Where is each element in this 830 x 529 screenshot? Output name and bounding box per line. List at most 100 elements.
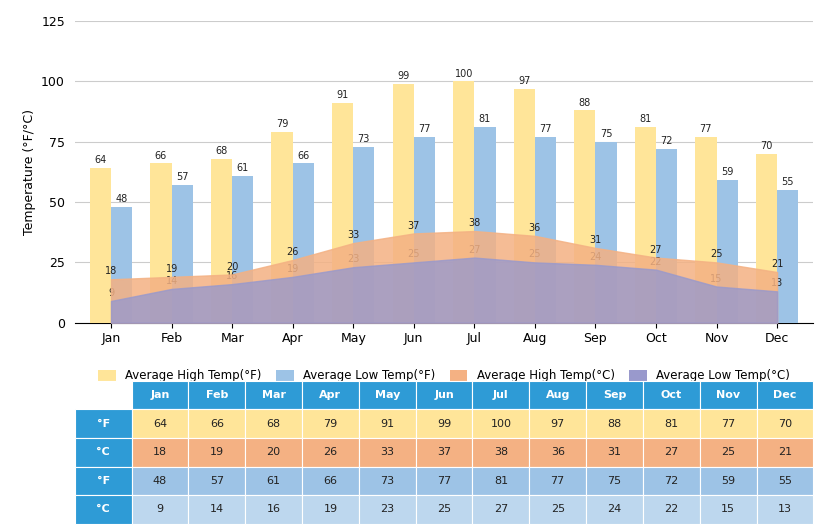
Bar (111, 207, 132, 323)
Text: 97: 97 (550, 419, 565, 428)
Text: 13: 13 (771, 278, 784, 288)
Bar (757, 409, 813, 438)
Bar (530, 467, 586, 495)
Bar (188, 409, 245, 438)
Text: 77: 77 (550, 476, 565, 486)
Legend: Average High Temp(°F), Average Low Temp(°F), Average High Temp(°C), Average Low : Average High Temp(°F), Average Low Temp(… (94, 365, 794, 387)
Bar (700, 409, 757, 438)
Text: 31: 31 (608, 448, 622, 457)
Bar (245, 438, 302, 467)
Bar (643, 409, 700, 438)
Text: 9: 9 (108, 288, 114, 298)
Bar (472, 438, 530, 467)
Text: 25: 25 (721, 448, 735, 457)
Text: 18: 18 (105, 267, 117, 276)
Text: 99: 99 (437, 419, 452, 428)
Text: 19: 19 (286, 264, 299, 274)
Text: 77: 77 (700, 124, 712, 134)
Bar (586, 495, 643, 524)
Bar (700, 467, 757, 495)
Y-axis label: Temperature (°F/°C): Temperature (°F/°C) (22, 109, 36, 235)
Bar (696, 137, 716, 323)
Text: 38: 38 (468, 218, 481, 228)
Bar (75, 467, 131, 495)
Text: 79: 79 (276, 119, 288, 129)
Text: 57: 57 (176, 172, 188, 183)
Text: 16: 16 (266, 505, 281, 514)
Bar (416, 467, 472, 495)
Bar (716, 180, 738, 323)
Bar (302, 438, 359, 467)
Text: 81: 81 (479, 114, 491, 124)
Text: 37: 37 (408, 221, 420, 231)
Text: 61: 61 (266, 476, 281, 486)
Bar (232, 176, 253, 323)
Text: 21: 21 (778, 448, 792, 457)
Bar (574, 111, 595, 323)
Text: 22: 22 (650, 257, 662, 267)
Bar (302, 409, 359, 438)
Text: 59: 59 (721, 476, 735, 486)
Text: 19: 19 (324, 505, 338, 514)
Bar (586, 467, 643, 495)
Bar (530, 495, 586, 524)
Text: 22: 22 (664, 505, 678, 514)
Bar (472, 495, 530, 524)
Text: 75: 75 (608, 476, 622, 486)
Text: 20: 20 (226, 261, 238, 271)
Bar (643, 495, 700, 524)
Bar (472, 467, 530, 495)
Text: °F: °F (96, 476, 110, 486)
Text: 77: 77 (540, 124, 552, 134)
Bar (393, 84, 414, 323)
Text: 64: 64 (153, 419, 167, 428)
Text: 97: 97 (518, 76, 530, 86)
Bar (90, 168, 111, 323)
Bar (302, 381, 359, 409)
Text: 14: 14 (210, 505, 224, 514)
Text: 18: 18 (153, 448, 167, 457)
Bar (302, 495, 359, 524)
Text: 81: 81 (664, 419, 678, 428)
Text: 36: 36 (550, 448, 564, 457)
Bar (635, 127, 656, 323)
Text: 26: 26 (324, 448, 338, 457)
Bar (188, 495, 245, 524)
Text: 75: 75 (600, 129, 613, 139)
Bar (416, 495, 472, 524)
Text: 77: 77 (437, 476, 452, 486)
Bar (757, 438, 813, 467)
Text: Jan: Jan (150, 390, 169, 400)
Text: 70: 70 (778, 419, 792, 428)
Bar (271, 132, 293, 323)
Bar (643, 438, 700, 467)
Text: Oct: Oct (661, 390, 682, 400)
Text: 100: 100 (491, 419, 511, 428)
Bar (75, 409, 131, 438)
Bar (211, 159, 232, 323)
Bar (172, 185, 193, 323)
Text: 81: 81 (494, 476, 508, 486)
Text: Jul: Jul (493, 390, 509, 400)
Bar (514, 89, 535, 323)
Text: 68: 68 (266, 419, 281, 428)
Text: 26: 26 (286, 247, 299, 257)
Bar (700, 495, 757, 524)
Text: 55: 55 (781, 177, 794, 187)
Bar (75, 438, 131, 467)
Bar (472, 381, 530, 409)
Bar (359, 438, 416, 467)
Bar (777, 190, 798, 323)
Text: 25: 25 (437, 505, 452, 514)
Bar (530, 381, 586, 409)
Text: 9: 9 (156, 505, 164, 514)
Text: °F: °F (96, 419, 110, 428)
Bar (416, 438, 472, 467)
Text: 23: 23 (347, 254, 359, 264)
Text: 38: 38 (494, 448, 508, 457)
Text: 79: 79 (323, 419, 338, 428)
Text: 81: 81 (639, 114, 652, 124)
Text: 99: 99 (397, 71, 409, 81)
Text: 21: 21 (771, 259, 784, 269)
Text: 61: 61 (237, 162, 249, 172)
